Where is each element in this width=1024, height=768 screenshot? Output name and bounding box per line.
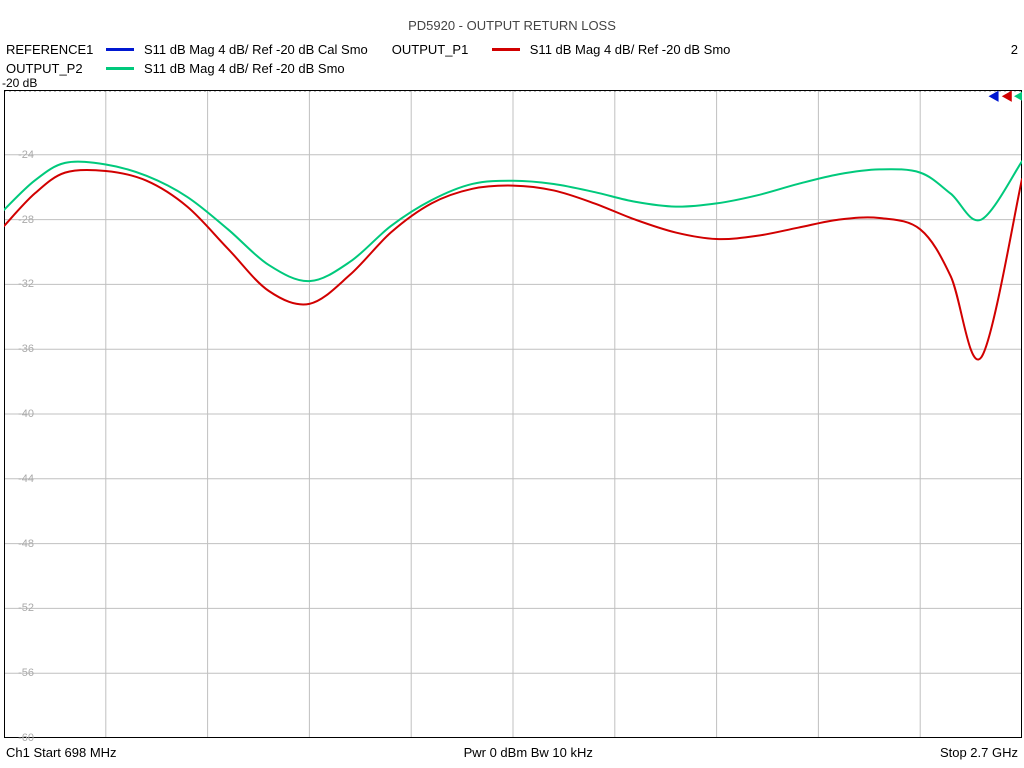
legend-name: OUTPUT_P1 — [392, 42, 482, 57]
y-tick-label: -24 — [6, 149, 34, 161]
plot-area — [4, 90, 1022, 738]
legend-text: S11 dB Mag 4 dB/ Ref -20 dB Smo — [144, 61, 345, 76]
plot-svg — [4, 90, 1022, 738]
y-tick-label: -40 — [6, 408, 34, 420]
legend-row-1: REFERENCE1 S11 dB Mag 4 dB/ Ref -20 dB C… — [6, 42, 1006, 57]
y-tick-label: -52 — [6, 602, 34, 614]
legend-name: REFERENCE1 — [6, 42, 96, 57]
y-tick-label: -44 — [6, 473, 34, 485]
legend-text: S11 dB Mag 4 dB/ Ref -20 dB Smo — [530, 42, 731, 57]
footer: Ch1 Start 698 MHz Pwr 0 dBm Bw 10 kHz St… — [6, 745, 1018, 760]
marker-number: 2 — [1011, 42, 1018, 57]
footer-start: Ch1 Start 698 MHz — [6, 745, 117, 760]
legend-name: OUTPUT_P2 — [6, 61, 96, 76]
legend-item: REFERENCE1 S11 dB Mag 4 dB/ Ref -20 dB C… — [6, 42, 368, 57]
y-tick-label: -36 — [6, 343, 34, 355]
y-tick-label: -32 — [6, 278, 34, 290]
legend-item: OUTPUT_P1 S11 dB Mag 4 dB/ Ref -20 dB Sm… — [392, 42, 731, 57]
chart-title: PD5920 - OUTPUT RETURN LOSS — [0, 18, 1024, 33]
footer-pwr-bw: Pwr 0 dBm Bw 10 kHz — [117, 745, 940, 760]
y-tick-label: -60 — [6, 732, 34, 744]
legend: REFERENCE1 S11 dB Mag 4 dB/ Ref -20 dB C… — [6, 42, 1006, 80]
y-tick-label: -56 — [6, 667, 34, 679]
y-tick-label: -48 — [6, 538, 34, 550]
ref-level-label: -20 dB — [2, 76, 37, 90]
legend-swatch — [106, 48, 134, 51]
y-tick-label: -28 — [6, 214, 34, 226]
legend-text: S11 dB Mag 4 dB/ Ref -20 dB Cal Smo — [144, 42, 368, 57]
legend-row-2: OUTPUT_P2 S11 dB Mag 4 dB/ Ref -20 dB Sm… — [6, 61, 1006, 76]
legend-swatch — [106, 67, 134, 70]
footer-stop: Stop 2.7 GHz — [940, 745, 1018, 760]
legend-swatch — [492, 48, 520, 51]
legend-item: OUTPUT_P2 S11 dB Mag 4 dB/ Ref -20 dB Sm… — [6, 61, 345, 76]
